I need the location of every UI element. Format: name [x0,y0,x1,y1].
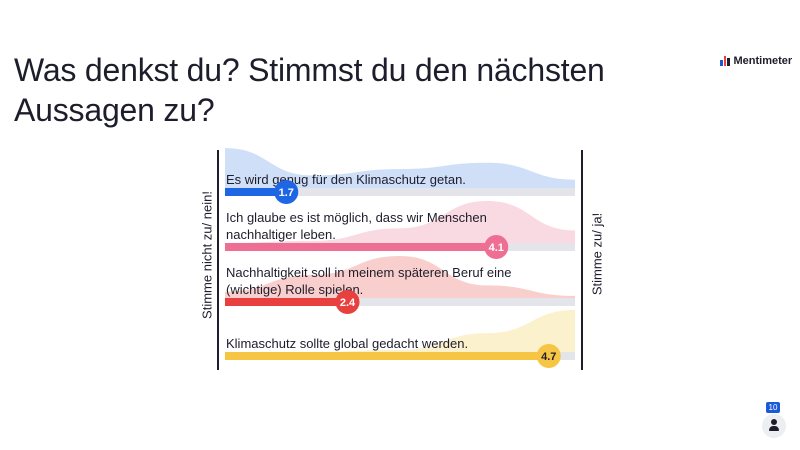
average-value: 4.7 [541,351,556,363]
average-bar [225,298,348,306]
statement-text: Es wird genug für den Klimaschutz getan. [226,172,466,187]
average-value: 2.4 [340,297,356,309]
distribution-area [225,148,575,188]
statement-text: nachhaltiger leben. [226,227,336,242]
average-marker [536,344,561,368]
statement-text: Nachhaltigkeit soll in meinem späteren B… [226,265,511,280]
statement-row: Ich glaube es ist möglich, dass wir Mens… [225,201,575,259]
statement-row: Nachhaltigkeit soll in meinem späteren B… [225,256,575,314]
mentimeter-logo-icon [720,56,730,66]
scale-right-line [581,150,583,370]
average-bar [225,352,549,360]
question-title: Was denkst du? Stimmst du den nächsten A… [14,52,605,128]
average-value: 1.7 [279,187,294,199]
statement-text: (wichtige) Rolle spielen. [226,282,363,297]
scale-track [225,188,575,196]
average-bar [225,188,287,196]
brand-name: Mentimeter [733,55,793,67]
distribution-area [225,256,575,298]
brand: Mentimeter [720,53,792,69]
scale-left-line [217,150,219,370]
average-marker [335,290,360,314]
statement-row: Klimaschutz sollte global gedacht werden… [225,310,575,368]
participant-count: 10 [766,402,780,413]
scale-track [225,298,575,306]
participants-indicator[interactable]: 10 [760,402,788,438]
statement-row: Es wird genug für den Klimaschutz getan.… [225,148,575,204]
statement-text: Klimaschutz sollte global gedacht werden… [226,336,468,351]
average-marker [274,180,299,204]
average-bar [225,243,497,251]
statement-text: Ich glaube es ist möglich, dass wir Mens… [226,210,487,225]
average-marker [484,235,509,259]
average-value: 4.1 [489,242,504,254]
distribution-area [225,201,575,243]
distribution-area [225,310,575,352]
person-icon [762,414,786,438]
